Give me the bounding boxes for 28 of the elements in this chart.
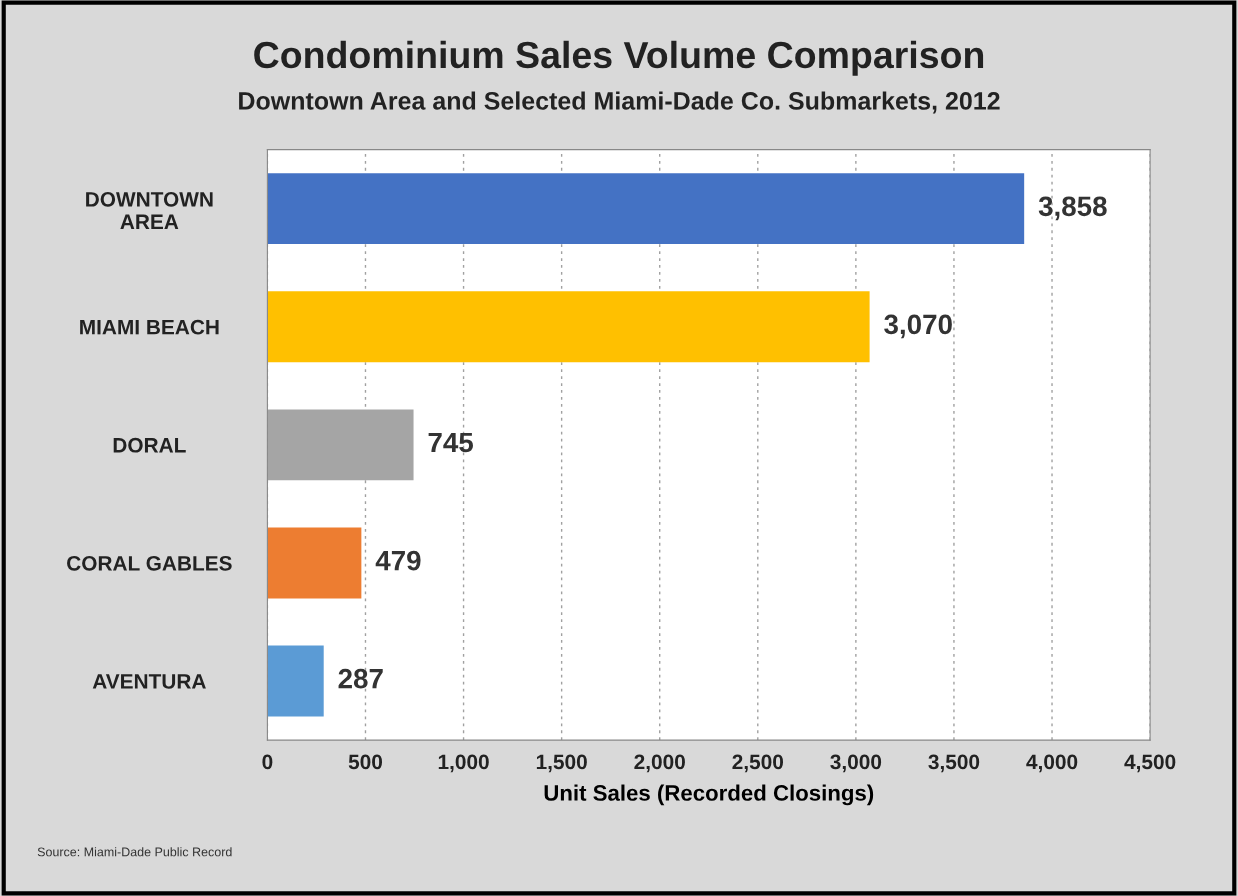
x-axis-title: Unit Sales (Recorded Closings) <box>544 784 874 806</box>
y-tick-label: MIAMI BEACH <box>80 319 219 335</box>
chart-title: Condominium Sales Volume Comparison <box>254 40 984 76</box>
x-tick-label: 4,000 <box>1026 754 1078 773</box>
data-label: 479 <box>375 550 421 571</box>
bar <box>267 291 870 363</box>
data-label: 3,070 <box>884 314 952 339</box>
data-label: 287 <box>338 668 383 689</box>
x-tick-label: 3,000 <box>830 754 882 773</box>
y-tick-label: DORAL <box>113 437 186 453</box>
source-note: Source: Miami-Dade Public Record <box>37 847 232 857</box>
x-tick-label: 0 <box>262 754 273 770</box>
data-label: 745 <box>428 432 473 453</box>
data-label: 3,858 <box>1038 196 1107 221</box>
x-tick-label: 2,000 <box>634 754 685 773</box>
bar <box>267 173 1025 245</box>
x-tick-label: 4,500 <box>1124 754 1176 773</box>
x-tick-label: 500 <box>348 754 383 770</box>
y-tick-label: CORAL GABLES <box>67 555 232 571</box>
y-tick-label: DOWNTOWN AREA <box>86 191 213 229</box>
x-tick-label: 1,000 <box>438 754 489 773</box>
x-tick-label: 3,500 <box>928 754 980 773</box>
chart-subtitle: Downtown Area and Selected Miami-Dade Co. Submarkets, 2012 <box>239 91 1000 114</box>
y-tick-label: AVENTURA <box>92 674 206 689</box>
bar <box>267 645 324 717</box>
bar <box>267 527 362 599</box>
x-tick-label: 2,500 <box>732 754 784 773</box>
x-tick-label: 1,500 <box>536 754 587 773</box>
